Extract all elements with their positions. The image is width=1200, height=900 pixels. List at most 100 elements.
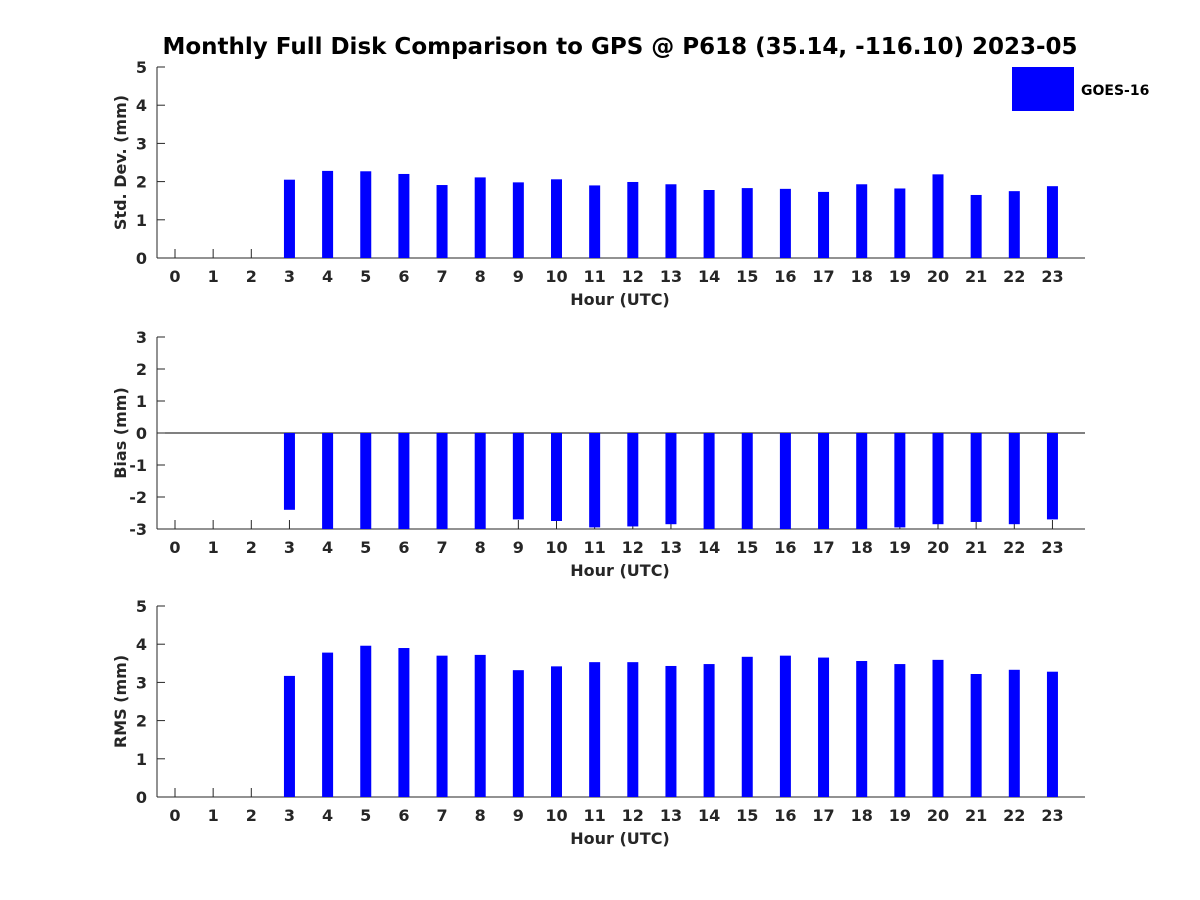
x-tick-label: 17 bbox=[812, 267, 834, 286]
bar bbox=[627, 433, 639, 527]
y-tick-label: -2 bbox=[129, 488, 147, 507]
x-tick-label: 4 bbox=[322, 267, 333, 286]
x-tick-label: 6 bbox=[398, 538, 409, 557]
x-tick-label: 12 bbox=[622, 267, 644, 286]
y-tick-label: 0 bbox=[136, 788, 147, 807]
bar bbox=[932, 174, 944, 258]
bar bbox=[283, 179, 295, 258]
y-axis-label: RMS (mm) bbox=[111, 655, 130, 748]
x-tick-label: 10 bbox=[545, 267, 567, 286]
x-tick-label: 8 bbox=[475, 267, 486, 286]
x-tick-label: 0 bbox=[169, 267, 180, 286]
x-tick-label: 0 bbox=[169, 538, 180, 557]
bar bbox=[551, 433, 562, 521]
y-tick-label: 1 bbox=[136, 750, 147, 769]
y-tick-label: 4 bbox=[136, 96, 147, 115]
x-tick-label: 9 bbox=[513, 267, 524, 286]
bar bbox=[322, 652, 334, 797]
x-axis-label: Hour (UTC) bbox=[570, 829, 670, 848]
bar bbox=[741, 188, 753, 258]
bar bbox=[322, 170, 334, 258]
x-tick-label: 19 bbox=[889, 806, 911, 825]
y-tick-label: 0 bbox=[136, 249, 147, 268]
y-tick-label: -1 bbox=[129, 456, 147, 475]
x-tick-label: 10 bbox=[545, 538, 567, 557]
bar bbox=[932, 659, 944, 797]
bar bbox=[894, 188, 906, 258]
bar bbox=[970, 673, 982, 797]
x-tick-label: 1 bbox=[208, 538, 219, 557]
bar bbox=[741, 433, 753, 529]
x-tick-label: 10 bbox=[545, 806, 567, 825]
x-tick-label: 2 bbox=[246, 538, 257, 557]
bar bbox=[589, 433, 601, 528]
x-tick-label: 22 bbox=[1003, 267, 1025, 286]
bar bbox=[551, 179, 562, 258]
bar bbox=[474, 177, 486, 258]
y-tick-label: 3 bbox=[136, 328, 147, 347]
bar bbox=[512, 670, 524, 797]
x-tick-label: 20 bbox=[927, 267, 949, 286]
x-tick-label: 16 bbox=[774, 806, 796, 825]
bar bbox=[818, 433, 830, 529]
bar bbox=[1008, 433, 1020, 525]
legend-label: GOES-16 bbox=[1081, 83, 1149, 99]
x-tick-label: 14 bbox=[698, 267, 720, 286]
x-tick-label: 23 bbox=[1041, 806, 1063, 825]
x-tick-label: 18 bbox=[851, 267, 873, 286]
x-tick-label: 0 bbox=[169, 806, 180, 825]
bar bbox=[856, 433, 868, 529]
x-tick-label: 14 bbox=[698, 806, 720, 825]
x-tick-label: 5 bbox=[360, 538, 371, 557]
bar bbox=[741, 656, 753, 797]
bar bbox=[703, 190, 715, 258]
bar bbox=[856, 661, 868, 797]
bar bbox=[627, 662, 639, 797]
bar bbox=[703, 664, 715, 797]
bar bbox=[436, 185, 448, 258]
bar bbox=[779, 433, 791, 529]
x-tick-label: 12 bbox=[622, 806, 644, 825]
bar bbox=[360, 171, 372, 258]
x-tick-label: 17 bbox=[812, 538, 834, 557]
x-tick-label: 8 bbox=[475, 538, 486, 557]
bar bbox=[779, 655, 791, 797]
x-tick-label: 2 bbox=[246, 806, 257, 825]
x-tick-label: 21 bbox=[965, 538, 987, 557]
x-tick-label: 9 bbox=[513, 806, 524, 825]
legend: GOES-16 bbox=[1012, 67, 1149, 111]
bar bbox=[551, 666, 562, 797]
y-tick-label: 2 bbox=[136, 360, 147, 379]
x-tick-label: 4 bbox=[322, 538, 333, 557]
bar bbox=[474, 654, 486, 797]
x-axis-label: Hour (UTC) bbox=[570, 561, 670, 580]
x-tick-label: 16 bbox=[774, 267, 796, 286]
y-tick-label: 2 bbox=[136, 173, 147, 192]
x-tick-label: 5 bbox=[360, 267, 371, 286]
x-tick-label: 20 bbox=[927, 806, 949, 825]
y-tick-label: 5 bbox=[136, 597, 147, 616]
y-tick-label: 2 bbox=[136, 712, 147, 731]
bar bbox=[894, 433, 906, 528]
x-tick-label: 7 bbox=[436, 806, 447, 825]
x-tick-label: 7 bbox=[436, 267, 447, 286]
x-tick-label: 21 bbox=[965, 806, 987, 825]
bar bbox=[627, 181, 639, 258]
x-tick-label: 13 bbox=[660, 267, 682, 286]
chart-title: Monthly Full Disk Comparison to GPS @ P6… bbox=[162, 34, 1077, 60]
x-tick-label: 4 bbox=[322, 806, 333, 825]
x-tick-label: 13 bbox=[660, 538, 682, 557]
bar bbox=[398, 173, 410, 258]
x-tick-label: 1 bbox=[208, 806, 219, 825]
bar bbox=[360, 433, 372, 529]
bar bbox=[970, 433, 982, 522]
bar bbox=[1046, 671, 1058, 797]
bar bbox=[589, 662, 601, 797]
y-tick-label: 3 bbox=[136, 134, 147, 153]
bar bbox=[589, 185, 601, 258]
x-axis-label: Hour (UTC) bbox=[570, 290, 670, 309]
y-tick-label: 0 bbox=[136, 424, 147, 443]
bar bbox=[856, 184, 868, 258]
